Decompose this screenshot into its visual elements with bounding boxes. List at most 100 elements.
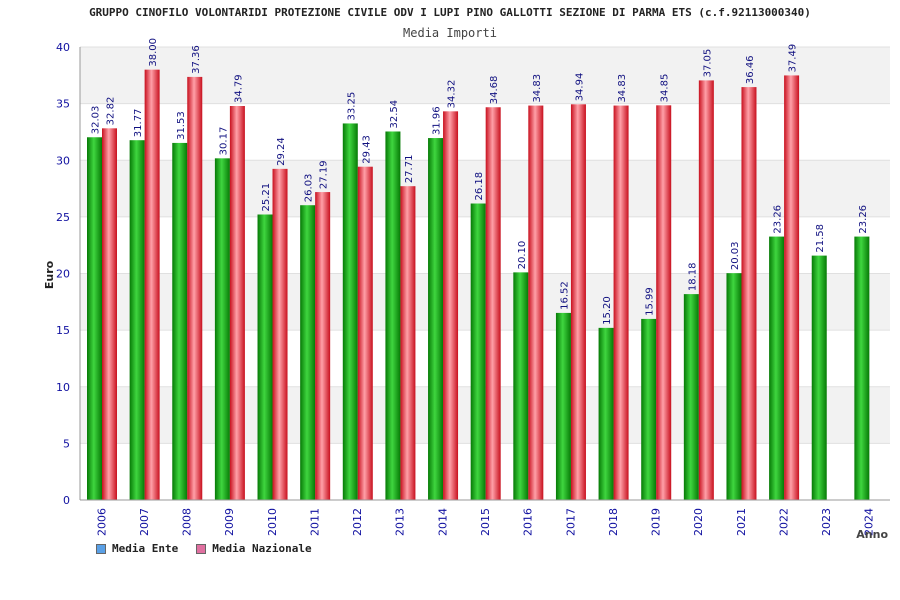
x-tick-label: 2015 xyxy=(479,508,492,536)
data-label: 34.83 xyxy=(617,74,628,103)
data-label: 37.36 xyxy=(191,45,202,74)
bar-media-nazionale xyxy=(357,166,373,500)
data-label: 16.52 xyxy=(559,281,570,310)
y-tick-label: 25 xyxy=(56,211,70,224)
bar-media-nazionale xyxy=(443,111,459,501)
bar-media-ente xyxy=(214,158,230,500)
bar-media-ente xyxy=(726,273,742,500)
bar-media-nazionale xyxy=(187,76,203,500)
bar-media-nazionale xyxy=(656,105,672,500)
y-tick-label: 40 xyxy=(56,41,70,54)
data-label: 32.54 xyxy=(389,100,400,129)
data-label: 34.68 xyxy=(489,76,500,105)
bar-media-nazionale xyxy=(570,104,586,500)
x-tick-label: 2014 xyxy=(436,508,449,536)
x-tick-label: 2023 xyxy=(820,508,833,536)
bar-media-ente xyxy=(129,140,145,500)
data-label: 26.03 xyxy=(304,174,315,203)
data-label: 27.19 xyxy=(319,160,330,189)
data-label: 25.21 xyxy=(261,183,272,212)
x-tick-label: 2024 xyxy=(863,508,876,536)
legend-item-nazionale: Media Nazionale xyxy=(196,542,312,555)
data-label: 31.77 xyxy=(133,109,144,138)
bar-media-ente xyxy=(172,142,188,501)
legend-swatch-nazionale xyxy=(196,543,207,554)
x-tick-label: 2008 xyxy=(181,508,194,536)
data-label: 37.05 xyxy=(702,49,713,78)
data-label: 26.18 xyxy=(474,172,485,201)
x-tick-label: 2016 xyxy=(522,508,535,536)
bar-media-nazionale xyxy=(102,128,117,500)
x-tick-label: 2021 xyxy=(735,508,748,536)
legend-item-ente: Media Ente xyxy=(96,542,178,555)
x-tick-label: 2007 xyxy=(138,508,151,536)
data-label: 34.83 xyxy=(532,74,543,103)
bar-media-nazionale xyxy=(528,105,544,501)
bar-media-ente xyxy=(300,205,316,500)
x-tick-label: 2010 xyxy=(266,508,279,536)
legend-label-nazionale: Media Nazionale xyxy=(212,542,312,555)
data-label: 29.43 xyxy=(361,135,372,164)
x-axis-label: Anno xyxy=(856,528,888,540)
data-label: 15.99 xyxy=(645,287,656,316)
bar-media-nazionale xyxy=(400,186,416,500)
data-label: 15.20 xyxy=(602,296,613,325)
bar-media-ente xyxy=(513,272,529,500)
axes-layer: 0 5 10 15 20 25 30 35 40 2006 2007 2008 2009 2010 2011… xyxy=(56,41,890,536)
bar-media-ente xyxy=(87,137,102,500)
bar-media-ente xyxy=(257,214,273,500)
bar-media-nazionale xyxy=(485,107,501,501)
y-tick-label: 10 xyxy=(56,381,70,394)
bar-media-ente xyxy=(769,236,785,500)
bar-media-ente xyxy=(811,255,827,500)
bar-media-ente xyxy=(598,327,614,500)
data-label: 33.25 xyxy=(346,92,357,121)
y-tick-label: 15 xyxy=(56,324,70,337)
data-label: 34.79 xyxy=(233,74,244,103)
x-tick-label: 2019 xyxy=(650,508,663,536)
data-label: 27.71 xyxy=(404,155,415,184)
bar-media-nazionale xyxy=(741,87,757,500)
x-tick-label: 2006 xyxy=(95,508,108,536)
data-label: 29.24 xyxy=(276,137,287,166)
data-label: 31.53 xyxy=(176,111,187,140)
x-tick-label: 2012 xyxy=(351,508,364,536)
x-tick-label: 2017 xyxy=(564,508,577,536)
bar-media-ente xyxy=(385,131,401,500)
data-label: 34.32 xyxy=(447,80,458,109)
x-tick-label: 2022 xyxy=(777,508,790,536)
legend: Media Ente Media Nazionale xyxy=(96,542,312,555)
data-label: 20.03 xyxy=(730,242,741,271)
legend-swatch-ente xyxy=(96,543,106,554)
x-tick-label: 2013 xyxy=(394,508,407,536)
chart-title: GRUPPO CINOFILO VOLONTARIDI PROTEZIONE C… xyxy=(89,6,811,19)
bar-media-nazionale xyxy=(229,106,245,501)
bar-media-nazionale xyxy=(613,105,629,501)
data-label: 36.46 xyxy=(745,55,756,84)
y-tick-label: 5 xyxy=(63,437,70,450)
x-tick-label: 2018 xyxy=(607,508,620,536)
data-label: 37.49 xyxy=(788,44,799,73)
bar-media-nazionale xyxy=(698,80,714,500)
bar-media-ente xyxy=(470,203,486,500)
data-label: 23.26 xyxy=(858,205,869,234)
legend-label-ente: Media Ente xyxy=(112,542,179,555)
bar-media-nazionale xyxy=(784,75,800,500)
bar-chart: 32.03 32.82 31.77 38.00 31.53 37.36 30.17 34.79… xyxy=(43,38,890,540)
x-tick-label: 2020 xyxy=(692,508,705,536)
bar-media-nazionale xyxy=(272,168,288,500)
bar-media-ente xyxy=(683,294,699,500)
y-tick-label: 30 xyxy=(56,154,70,167)
x-tick-label: 2011 xyxy=(308,508,321,536)
bar-media-ente xyxy=(342,123,358,500)
bar-media-ente xyxy=(428,138,444,501)
data-labels-layer: 32.03 32.82 31.77 38.00 31.53 37.36 30.17 34.79… xyxy=(91,38,869,325)
y-tick-label: 35 xyxy=(56,98,70,111)
data-label: 30.17 xyxy=(218,127,229,156)
data-label: 20.10 xyxy=(517,241,528,270)
bar-media-ente xyxy=(641,318,657,500)
bar-media-ente xyxy=(854,236,870,500)
y-tick-label: 20 xyxy=(56,268,70,281)
y-tick-label: 0 xyxy=(63,494,70,507)
bar-media-ente xyxy=(555,312,571,500)
